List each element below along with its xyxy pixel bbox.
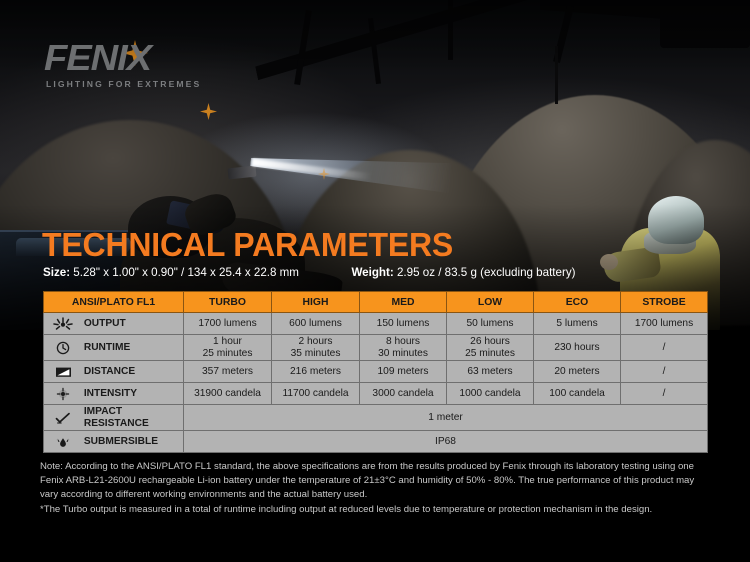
beam-distance-icon (52, 365, 74, 379)
technical-parameters-table: ANSI/PLATO FL1 TURBO HIGH MED LOW ECO ST… (43, 291, 708, 453)
weight-label: Weight: (351, 266, 394, 279)
footnote-block: Note: According to the ANSI/PLATO FL1 st… (40, 460, 712, 517)
size-value: 5.28" x 1.00" x 0.90" / 134 x 25.4 x 22.… (73, 266, 299, 279)
cell-output-low: 50 lumens (446, 312, 534, 335)
cell-intensity-eco: 100 candela (533, 382, 621, 405)
table-row: RUNTIME 1 hour 25 minutes 2 hours 35 minut… (43, 334, 708, 361)
row-label-text: RUNTIME (83, 341, 131, 353)
gravel-mound (0, 120, 300, 310)
cell-runtime-high: 2 hours 35 minutes (271, 334, 360, 361)
cell-distance-low: 63 meters (446, 360, 534, 383)
size-label: Size: (43, 266, 71, 279)
cell-submersible-value: IP68 (183, 430, 708, 453)
row-label-submersible: SUBMERSIBLE (43, 430, 184, 453)
rig-support-beam (555, 46, 558, 104)
row-label-output: OUTPUT (43, 312, 184, 335)
brand-name: FENIX (44, 37, 152, 78)
checkmark-icon (52, 411, 74, 425)
footnote-line-2: *The Turbo output is measured in a total… (40, 503, 653, 515)
rig-machinery-block (660, 0, 750, 48)
column-header-turbo: TURBO (183, 291, 272, 313)
flashlight-beam-core (252, 158, 372, 181)
spark-icon (318, 168, 330, 180)
row-label-text: INTENSITY (83, 387, 138, 399)
brand-logo: FENIX LIGHTING FOR EXTREMES (44, 40, 202, 90)
column-header-ansi: ANSI/PLATO FL1 (43, 291, 184, 313)
spec-summary-line: Size: 5.28" x 1.00" x 0.90" / 134 x 25.4… (43, 266, 576, 279)
cell-intensity-low: 1000 candela (446, 382, 534, 405)
table-row: INTENSITY 31900 candela 11700 candela 30… (43, 382, 708, 405)
worker-hand (600, 254, 618, 270)
cell-runtime-eco: 230 hours (533, 334, 621, 361)
column-header-eco: ECO (533, 291, 621, 313)
cell-output-high: 600 lumens (271, 312, 360, 335)
table-row: SUBMERSIBLE IP68 (43, 430, 708, 453)
cell-output-strobe: 1700 lumens (620, 312, 708, 335)
worker-arm (602, 246, 662, 284)
cell-output-med: 150 lumens (359, 312, 447, 335)
row-label-impact-resistance: IMPACT RESISTANCE (43, 404, 184, 431)
rig-support-beam (294, 9, 312, 86)
cell-intensity-med: 3000 candela (359, 382, 447, 405)
column-header-low: LOW (446, 291, 534, 313)
conveyor-rig-silhouette (248, 0, 671, 93)
row-label-text: DISTANCE (83, 365, 136, 377)
light-burst-icon (52, 316, 74, 331)
cell-runtime-strobe: / (620, 334, 708, 361)
table-header-row: ANSI/PLATO FL1 TURBO HIGH MED LOW ECO ST… (43, 291, 708, 313)
page-title: TECHNICAL PARAMETERS (42, 226, 454, 263)
table-row: IMPACT RESISTANCE 1 meter (43, 404, 708, 431)
conveyor-rig-silhouette (540, 0, 750, 27)
row-label-text: SUBMERSIBLE (83, 435, 158, 447)
rig-support-beam (448, 0, 453, 60)
cell-output-eco: 5 lumens (533, 312, 621, 335)
row-label-text: IMPACT RESISTANCE (83, 406, 149, 429)
brand-tagline: LIGHTING FOR EXTREMES (46, 79, 202, 89)
spark-icon (200, 103, 217, 120)
row-label-intensity: INTENSITY (43, 382, 184, 405)
cell-distance-med: 109 meters (359, 360, 447, 383)
column-header-med: MED (359, 291, 447, 313)
cell-distance-strobe: / (620, 360, 708, 383)
cell-distance-high: 216 meters (271, 360, 360, 383)
cell-runtime-med: 8 hours 30 minutes (359, 334, 447, 361)
table-row: DISTANCE 357 meters 216 meters 109 meter… (43, 360, 708, 383)
cell-distance-turbo: 357 meters (183, 360, 272, 383)
cell-intensity-strobe: / (620, 382, 708, 405)
weight-value: 2.95 oz / 83.5 g (excluding battery) (396, 266, 576, 279)
column-header-strobe: STROBE (620, 291, 708, 313)
rig-support-beam (553, 5, 574, 63)
rig-support-beam (367, 17, 382, 85)
worker-helmet (648, 196, 704, 244)
row-label-runtime: RUNTIME (43, 334, 184, 361)
flashlight (227, 165, 257, 180)
cell-runtime-turbo: 1 hour 25 minutes (183, 334, 272, 361)
row-label-distance: DISTANCE (43, 360, 184, 383)
table-row: OUTPUT 1700 lumens 600 lumens 150 lumens… (43, 312, 708, 335)
flashlight-beam (248, 140, 452, 205)
crosshair-icon (52, 387, 74, 401)
water-drop-icon (52, 435, 74, 449)
row-label-text: OUTPUT (83, 317, 126, 329)
cell-runtime-low: 26 hours 25 minutes (446, 334, 534, 361)
column-header-high: HIGH (271, 291, 360, 313)
worker-hood (644, 230, 696, 254)
cell-intensity-turbo: 31900 candela (183, 382, 272, 405)
cell-impact-resistance-value: 1 meter (183, 404, 708, 431)
footnote-line-1: Note: According to the ANSI/PLATO FL1 st… (40, 461, 695, 501)
cell-output-turbo: 1700 lumens (183, 312, 272, 335)
clock-icon (52, 341, 74, 355)
cell-distance-eco: 20 meters (533, 360, 621, 383)
cell-intensity-high: 11700 candela (271, 382, 360, 405)
